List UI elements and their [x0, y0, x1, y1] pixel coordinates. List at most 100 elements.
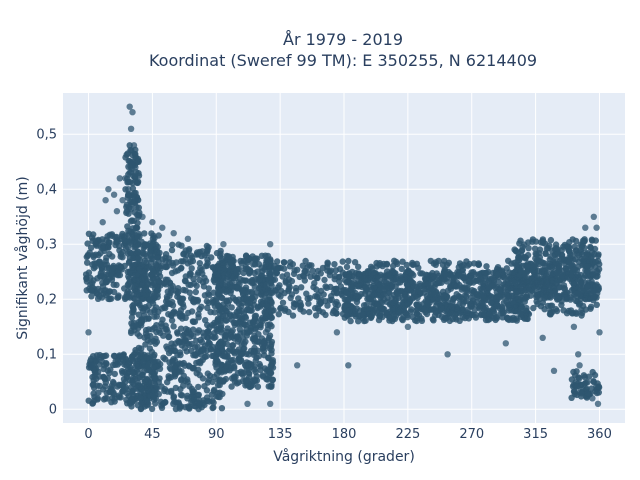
data-point: [84, 240, 91, 247]
data-point: [531, 277, 539, 285]
data-point: [444, 303, 451, 310]
data-point: [553, 294, 560, 301]
data-point: [162, 322, 169, 329]
data-point: [386, 282, 394, 289]
data-point: [553, 269, 561, 276]
data-point: [314, 267, 322, 275]
data-point: [546, 256, 553, 263]
data-point: [258, 272, 266, 279]
data-point: [414, 305, 421, 312]
data-point: [84, 259, 91, 266]
data-point: [525, 245, 532, 252]
data-point: [398, 315, 406, 323]
data-point: [148, 405, 156, 413]
data-point: [355, 263, 362, 270]
data-point: [142, 304, 149, 311]
data-point: [456, 317, 463, 324]
data-point: [496, 287, 504, 294]
data-point: [177, 391, 185, 399]
data-point: [378, 299, 386, 306]
data-point: [151, 373, 158, 381]
data-point: [122, 232, 129, 239]
data-point: [594, 269, 601, 276]
data-point: [522, 307, 530, 314]
data-point: [153, 313, 160, 320]
data-point: [148, 368, 155, 376]
data-point: [85, 329, 92, 336]
data-point: [125, 190, 132, 197]
data-point: [134, 233, 141, 240]
data-point: [367, 263, 375, 270]
data-point: [90, 231, 97, 238]
data-point: [484, 316, 492, 324]
data-point: [490, 276, 497, 284]
data-point: [196, 400, 203, 407]
data-point: [339, 258, 346, 265]
data-point: [111, 352, 118, 360]
data-point: [201, 383, 208, 390]
data-point: [168, 312, 175, 320]
data-point: [126, 169, 133, 176]
data-point: [189, 388, 196, 395]
data-point: [593, 224, 600, 231]
data-point: [363, 301, 370, 309]
data-point: [152, 261, 160, 268]
data-point: [475, 271, 482, 278]
data-point: [130, 351, 138, 358]
data-point: [306, 308, 313, 316]
data-point: [110, 191, 118, 198]
data-point: [123, 294, 130, 301]
data-point: [242, 362, 249, 369]
data-point: [223, 340, 231, 348]
data-point: [211, 386, 218, 393]
data-point: [214, 342, 221, 350]
data-point: [513, 262, 520, 269]
data-point: [133, 361, 140, 368]
data-point: [183, 348, 190, 355]
data-point: [127, 147, 134, 154]
data-point: [443, 293, 450, 300]
y-tick-label: 0,2: [36, 292, 57, 307]
data-point: [368, 313, 375, 321]
x-tick-label: 360: [587, 427, 612, 442]
data-point: [251, 269, 258, 277]
data-point: [252, 317, 259, 324]
data-point: [548, 264, 556, 271]
data-point: [196, 306, 203, 313]
data-point: [185, 281, 192, 288]
data-point: [234, 333, 241, 340]
data-point: [129, 180, 136, 187]
data-point: [191, 318, 199, 325]
data-point: [304, 295, 311, 302]
data-point: [527, 292, 534, 299]
data-point: [225, 253, 233, 260]
data-point: [459, 296, 466, 303]
data-point: [398, 265, 405, 273]
data-point: [121, 237, 128, 244]
data-point: [343, 263, 351, 271]
data-point: [111, 370, 119, 378]
data-point: [590, 288, 598, 295]
data-point: [180, 382, 187, 389]
data-point: [155, 232, 162, 239]
data-point: [389, 305, 396, 313]
data-point: [261, 299, 268, 307]
data-point: [179, 300, 186, 308]
data-point: [267, 241, 274, 248]
data-point: [430, 273, 437, 280]
data-point: [205, 285, 212, 292]
data-point: [269, 376, 276, 383]
data-point: [177, 265, 185, 272]
data-point: [439, 261, 447, 268]
data-point: [119, 387, 127, 395]
data-point: [147, 259, 155, 266]
data-point: [534, 292, 541, 300]
data-point: [186, 289, 193, 296]
data-point: [516, 240, 523, 247]
data-point: [145, 315, 152, 322]
data-point: [441, 314, 448, 322]
data-point: [200, 283, 208, 290]
data-point: [180, 250, 188, 257]
data-point: [135, 204, 142, 211]
data-point: [144, 386, 152, 394]
